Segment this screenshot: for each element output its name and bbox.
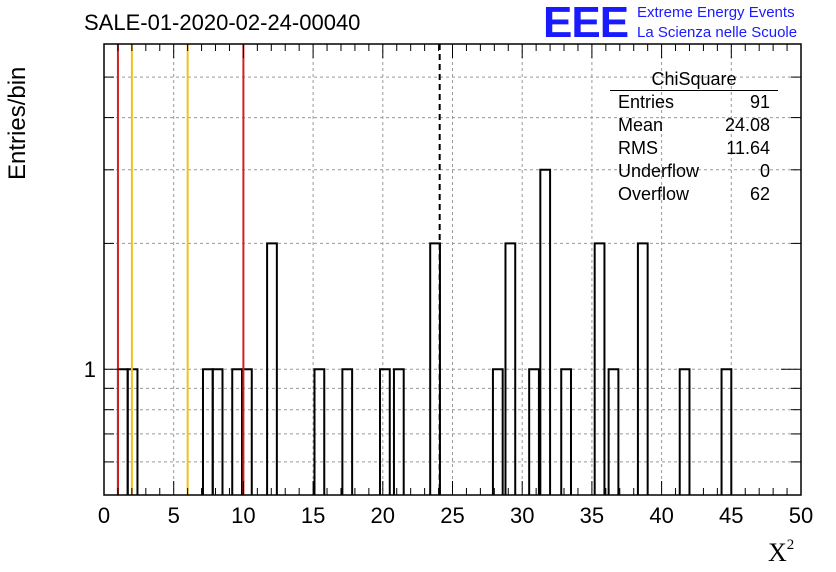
stats-value: 91 bbox=[749, 92, 770, 112]
y-axis-label: Entries/bin bbox=[4, 66, 31, 180]
x-tick-label: 30 bbox=[510, 503, 534, 528]
x-tick-label: 20 bbox=[371, 503, 395, 528]
histogram-bin bbox=[539, 168, 552, 495]
histogram-bin bbox=[266, 242, 278, 495]
stats-value: 62 bbox=[749, 184, 770, 204]
stats-label: Mean bbox=[618, 115, 664, 135]
stats-row: Mean 24.08 bbox=[610, 114, 778, 137]
x-tick-label: 45 bbox=[719, 503, 743, 528]
stats-value: 0 bbox=[759, 161, 770, 181]
histogram-bin bbox=[491, 368, 504, 495]
histogram-bin bbox=[720, 368, 733, 495]
histogram-bin bbox=[392, 368, 405, 495]
x-axis-label-base: X bbox=[768, 538, 787, 567]
histogram-bin bbox=[528, 368, 540, 495]
histogram-bin bbox=[560, 368, 572, 495]
histogram-bin bbox=[593, 242, 606, 495]
x-tick-label: 25 bbox=[440, 503, 464, 528]
histogram-bin bbox=[607, 368, 620, 495]
histogram-bin bbox=[379, 368, 391, 495]
stats-row: Overflow 62 bbox=[610, 183, 778, 206]
stats-label: Underflow bbox=[618, 161, 700, 181]
x-tick-label: 50 bbox=[789, 503, 813, 528]
y-tick-label: 1 bbox=[84, 357, 96, 382]
stats-box: ChiSquare Entries 91 Mean 24.08 RMS 11.6… bbox=[610, 68, 778, 206]
x-tick-label: 15 bbox=[301, 503, 325, 528]
histogram-bin bbox=[241, 368, 253, 495]
histogram-bin bbox=[636, 242, 649, 495]
histogram-bin bbox=[504, 242, 517, 495]
x-tick-label: 0 bbox=[98, 503, 110, 528]
stats-label: RMS bbox=[618, 138, 658, 158]
stats-row: Underflow 0 bbox=[610, 160, 778, 183]
stats-label: Entries bbox=[618, 92, 675, 112]
eee-logo: EEE bbox=[543, 0, 629, 47]
logo-line-1: Extreme Energy Events bbox=[637, 4, 795, 21]
histogram-bin bbox=[678, 368, 691, 495]
histogram-bin bbox=[211, 368, 224, 495]
stats-value: 11.64 bbox=[726, 138, 770, 158]
x-axis-label-superscript: 2 bbox=[786, 537, 795, 554]
stats-value: 24.08 bbox=[724, 115, 770, 135]
stats-row: Entries 91 bbox=[610, 91, 778, 114]
logo-line-2: La Scienza nelle Scuole bbox=[637, 24, 798, 41]
histogram-bin bbox=[313, 368, 326, 495]
chart-title: SALE-01-2020-02-24-00040 bbox=[84, 10, 361, 35]
x-tick-label: 40 bbox=[649, 503, 673, 528]
logo-caption: Extreme Energy Events La Scienza nelle S… bbox=[637, 3, 797, 43]
stats-row: RMS 11.64 bbox=[610, 137, 778, 160]
stats-label: Overflow bbox=[618, 184, 690, 204]
x-axis-label: X2 bbox=[768, 537, 795, 568]
x-tick-label: 5 bbox=[168, 503, 180, 528]
x-tick-label: 35 bbox=[580, 503, 604, 528]
stats-title: ChiSquare bbox=[610, 68, 778, 91]
histogram-bin bbox=[341, 368, 354, 495]
x-tick-label: 10 bbox=[231, 503, 255, 528]
